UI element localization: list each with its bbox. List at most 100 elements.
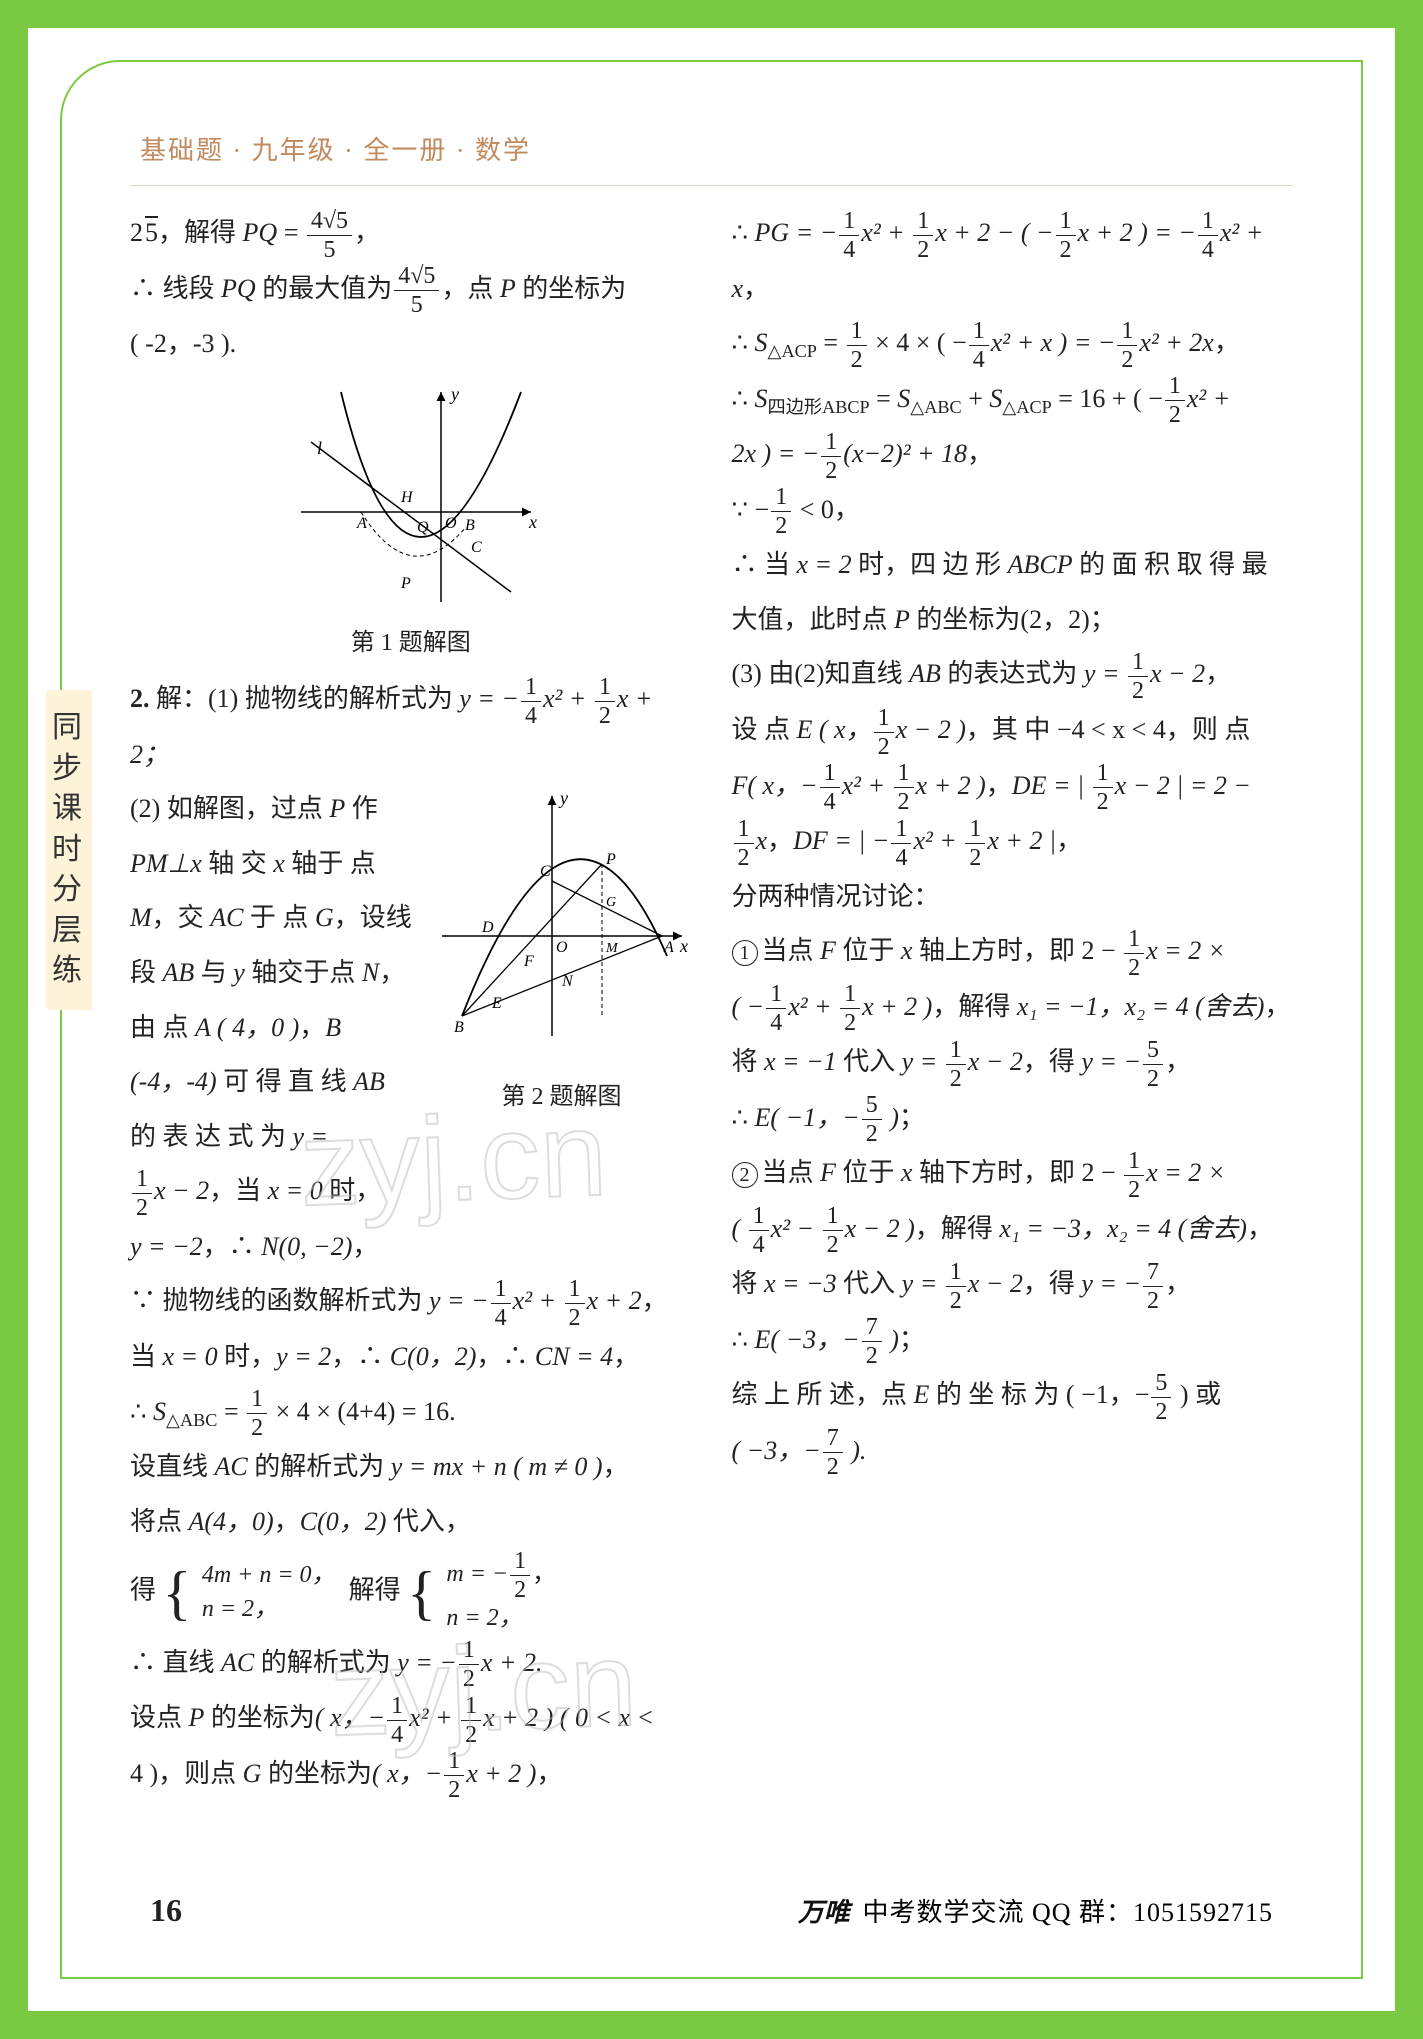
- figure-1-caption: 第 1 题解图: [130, 618, 692, 668]
- n: 1: [1165, 374, 1185, 401]
- n: 1: [839, 209, 859, 236]
- t: S: [755, 328, 768, 357]
- d: 4: [491, 1304, 511, 1330]
- frac: 12: [461, 1694, 481, 1747]
- n: 1: [823, 1204, 843, 1231]
- svg-text:C: C: [471, 539, 482, 556]
- text: ，: [299, 1013, 325, 1042]
- text: ，: [352, 1232, 378, 1261]
- svg-text:P: P: [605, 851, 616, 868]
- d: 2: [823, 1453, 843, 1479]
- t: AB: [353, 1067, 385, 1096]
- t: ( x，−: [372, 1759, 442, 1788]
- t: = 16 + ( −: [1052, 384, 1163, 413]
- t: ，: [1214, 328, 1240, 357]
- figure-2: x y C P D F O N G M A B E 第 2 题解图: [432, 786, 692, 1122]
- frac: 72: [1143, 1260, 1163, 1313]
- d: 2: [565, 1304, 585, 1330]
- d: 4: [766, 1009, 786, 1035]
- t: n = 2，: [202, 1596, 278, 1622]
- t: ，解得: [932, 992, 1017, 1021]
- t: S: [989, 384, 1002, 413]
- text: 的解析式为: [254, 1648, 397, 1677]
- text: 2: [130, 218, 143, 247]
- t: y = mx + n ( m ≠ 0 ): [391, 1452, 603, 1481]
- frac: 14: [1198, 209, 1218, 262]
- frac: 14: [839, 209, 859, 262]
- t: S: [153, 1397, 166, 1426]
- frac: 12: [847, 319, 867, 372]
- text: 可 得 直 线: [217, 1067, 354, 1096]
- svg-text:H: H: [400, 489, 414, 506]
- t: =: [217, 1397, 245, 1426]
- t: y: [233, 958, 245, 987]
- frac: 12: [444, 1749, 464, 1802]
- t: M: [130, 903, 152, 932]
- frac: 14: [491, 1277, 511, 1330]
- d: 2: [444, 1776, 464, 1802]
- d: 4: [969, 346, 989, 372]
- t: ，: [767, 826, 793, 855]
- t: 将: [732, 1269, 765, 1298]
- t: x² +: [788, 992, 838, 1021]
- svg-text:F: F: [523, 953, 534, 970]
- d: 2: [821, 457, 841, 483]
- d: 2: [823, 1231, 843, 1257]
- t: x² +: [513, 1286, 563, 1315]
- figure-2-caption: 第 2 题解图: [432, 1072, 692, 1122]
- t: G: [315, 903, 334, 932]
- svg-text:P: P: [400, 575, 411, 592]
- page-footer: 16 万唯 中考数学交流 QQ 群：1051592715: [130, 1882, 1293, 1929]
- t: F: [820, 1158, 836, 1187]
- t: 当点: [762, 936, 821, 965]
- sys1: 4m + n = 0，n = 2，: [202, 1559, 336, 1626]
- eq: y = −: [459, 684, 519, 713]
- t: (x−2)² + 18: [843, 439, 967, 468]
- frac: 14: [766, 982, 786, 1035]
- t: 的坐标为(2，2)；: [910, 605, 1116, 634]
- t: 时，四 边 形: [852, 550, 1008, 579]
- text: 于 点: [243, 903, 315, 932]
- t: =: [817, 328, 845, 357]
- d: 2: [862, 1120, 882, 1146]
- frac: 12: [946, 1038, 966, 1091]
- svg-text:M: M: [605, 941, 619, 956]
- frac: 12: [1124, 927, 1144, 980]
- t: x + 2 ) ( 0 < x <: [483, 1703, 654, 1732]
- n: 1: [766, 982, 786, 1009]
- frac: 12: [595, 675, 615, 728]
- t: 综 上 所 述，点: [732, 1380, 914, 1409]
- t: ∴: [732, 1103, 755, 1132]
- frac: 12: [734, 817, 754, 870]
- t: x + 2.: [481, 1648, 543, 1677]
- t: x = −3: [764, 1269, 837, 1298]
- d: 2: [1124, 954, 1144, 980]
- text: ，当: [209, 1176, 268, 1205]
- t: x: [901, 936, 913, 965]
- t: PM⊥x: [130, 849, 202, 878]
- frac: 12: [565, 1277, 585, 1330]
- t: ，: [986, 771, 1012, 800]
- t: y = −: [429, 1286, 489, 1315]
- t: x: [756, 826, 768, 855]
- sqrt5: 5: [143, 218, 158, 247]
- t: E( −3，−: [755, 1325, 860, 1354]
- t: (: [732, 1214, 747, 1243]
- frac: 12: [874, 706, 894, 759]
- n: 1: [491, 1277, 511, 1304]
- d: 2: [771, 512, 791, 538]
- t: x = 2 ×: [1146, 1158, 1225, 1187]
- t: x − 2: [968, 1047, 1023, 1076]
- frac: 12: [965, 817, 985, 870]
- t: E: [914, 1380, 930, 1409]
- svg-text:A: A: [356, 515, 367, 532]
- svg-text:l: l: [317, 438, 322, 458]
- text: 轴 交: [202, 849, 274, 878]
- t: x + 2 ): [916, 771, 986, 800]
- t: DE = |: [1012, 771, 1091, 800]
- t: ，: [532, 1561, 556, 1587]
- t: x² +: [409, 1703, 459, 1732]
- d: 2: [1056, 236, 1076, 262]
- text: ∴ 线段: [130, 274, 221, 303]
- t: ABCP: [1008, 550, 1073, 579]
